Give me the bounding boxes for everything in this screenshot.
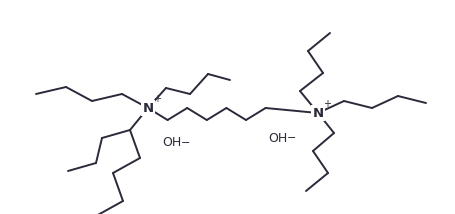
Text: −: − <box>287 133 296 143</box>
Text: OH: OH <box>268 131 287 144</box>
Text: OH: OH <box>162 137 181 150</box>
Text: N: N <box>313 107 324 119</box>
Text: N: N <box>142 101 154 114</box>
Text: −: − <box>181 138 190 148</box>
Text: +: + <box>153 94 161 104</box>
Text: +: + <box>323 99 331 109</box>
